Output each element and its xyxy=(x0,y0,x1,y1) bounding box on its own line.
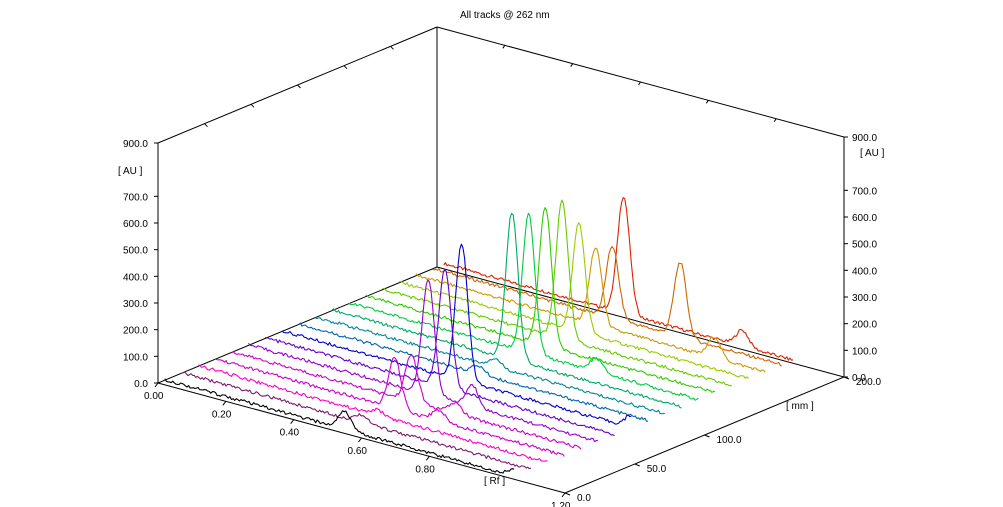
track-axis-back-left xyxy=(157,266,438,384)
z-tick-mark xyxy=(634,463,640,467)
track-trace-line xyxy=(265,268,615,437)
y-tick-label-left: 200.0 xyxy=(123,326,148,337)
track-trace-line xyxy=(443,196,794,361)
z-tick-label: 50.0 xyxy=(647,464,667,475)
y-tick-label-left: 400.0 xyxy=(123,272,148,283)
track-trace-line xyxy=(331,212,682,409)
y-tick-label-left: 900.0 xyxy=(123,139,148,150)
y-tick-label-left: 500.0 xyxy=(123,246,148,257)
top-edge-tick xyxy=(297,84,301,89)
top-edge-tick xyxy=(343,65,348,70)
x-tick-mark xyxy=(290,419,295,424)
top-edge-tick xyxy=(773,118,777,122)
top-edge-tick xyxy=(570,63,574,67)
y-tick-label-right: 700.0 xyxy=(852,186,877,197)
track-trace-line xyxy=(231,351,582,450)
track-trace-line xyxy=(432,246,783,367)
z-tick-mark xyxy=(704,434,710,438)
axes-frame xyxy=(157,26,845,494)
top-edge-tick xyxy=(705,100,709,104)
x-tick-label: 1.20 xyxy=(551,501,571,507)
z-tick-label: 100.0 xyxy=(717,435,742,446)
tick-labels: 0.0 100.0 200.0 300.0 400.0 500.0 600.0 700.0 90… xyxy=(123,133,881,507)
top-edge-tick xyxy=(250,103,255,108)
x-tick-label: 0.40 xyxy=(280,428,300,439)
track-trace-line xyxy=(348,212,699,401)
y-tick-label-right: 900.0 xyxy=(852,133,877,144)
top-edge-tick xyxy=(390,45,394,50)
y-tick-label-left: 100.0 xyxy=(123,352,148,363)
track-trace-line xyxy=(181,371,532,470)
y-tick-label-right: 500.0 xyxy=(852,240,877,251)
track-trace-line xyxy=(164,378,515,474)
x-axis-label: [ Rf ] xyxy=(484,476,505,487)
x-tick-mark xyxy=(425,456,430,461)
track-trace-line xyxy=(315,317,665,415)
y-tick-label-right: 400.0 xyxy=(852,266,877,277)
x-tick-label: 0.00 xyxy=(144,391,164,402)
track-trace-line xyxy=(281,243,632,425)
chart-title: All tracks @ 262 nm xyxy=(460,10,550,21)
z-axis-label: [ mm ] xyxy=(786,401,814,412)
x-tick-label: 0.80 xyxy=(415,464,435,475)
y-tick-label-left: 600.0 xyxy=(123,219,148,230)
y-tick-label-left: 700.0 xyxy=(123,192,148,203)
y-axis-label-left: [ AU ] xyxy=(118,166,143,177)
x-tick-mark xyxy=(561,492,566,498)
top-edge-tick xyxy=(638,81,641,86)
z-tick-mark xyxy=(843,376,850,380)
y-tick-label-right: 600.0 xyxy=(852,213,877,224)
y-tick-label-left: 0.0 xyxy=(134,379,148,390)
track-trace-line xyxy=(248,279,598,443)
x-tick-label: 0.60 xyxy=(348,446,368,457)
top-edge-tick xyxy=(502,45,506,49)
x-tick-mark xyxy=(222,401,227,406)
track-trace-line xyxy=(382,199,732,387)
y-axis-label-right: [ AU ] xyxy=(860,148,885,159)
y-tick-label-right: 300.0 xyxy=(852,293,877,304)
y-tick-label-right: 100.0 xyxy=(852,346,877,357)
x-tick-mark xyxy=(154,382,159,388)
y-tick-label-left: 300.0 xyxy=(123,299,148,310)
track-trace-line xyxy=(214,356,565,457)
track-trace-line xyxy=(298,322,649,422)
z-tick-label: 0.0 xyxy=(577,493,591,504)
x-tick-label: 0.20 xyxy=(212,409,232,420)
top-edge-tick xyxy=(204,123,208,128)
z-tick-label: 200.0 xyxy=(856,377,881,388)
track-traces xyxy=(164,196,794,474)
y-tick-label-right: 200.0 xyxy=(852,320,877,331)
track-trace-line xyxy=(398,222,749,379)
x-tick-mark xyxy=(358,437,362,443)
track-trace-line xyxy=(365,207,716,393)
y-tick-label-right: 0.0 xyxy=(852,373,866,384)
z-tick-mark xyxy=(564,492,571,496)
track-trace-line xyxy=(198,364,548,462)
track-trace-line xyxy=(415,247,766,373)
